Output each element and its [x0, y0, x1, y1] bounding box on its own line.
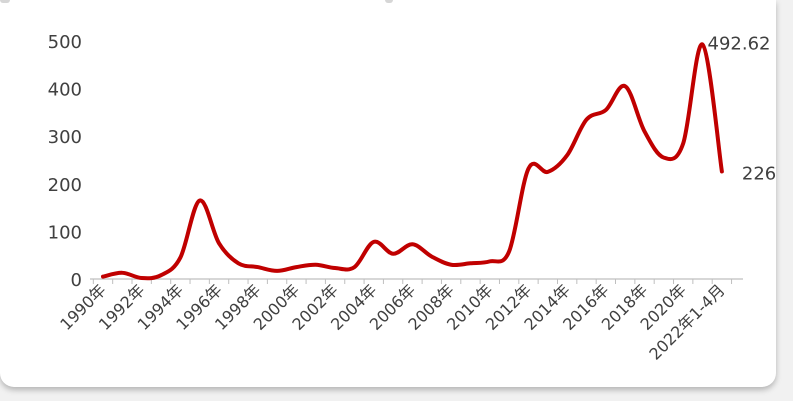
data-point: [507, 249, 511, 253]
data-point: [178, 256, 182, 260]
data-point: [585, 118, 589, 122]
data-point: [198, 198, 202, 202]
line-chart: 01002003004005001990年1992年1994年1996年1998…: [48, 32, 776, 364]
data-point: [120, 271, 124, 275]
data-point: [526, 167, 530, 171]
y-tick-label: 0: [71, 270, 82, 291]
data-point: [275, 269, 279, 273]
data-point: [314, 263, 318, 267]
y-tick-label: 500: [48, 32, 82, 53]
data-point: [410, 242, 414, 246]
data-point: [217, 241, 221, 245]
y-tick-label: 300: [48, 127, 82, 148]
data-point: [430, 255, 434, 259]
y-tick-label: 200: [48, 175, 82, 196]
data-point: [488, 259, 492, 263]
data-point: [468, 261, 472, 265]
data-point: [623, 84, 627, 88]
data-point: [546, 170, 550, 174]
card-edge-shadow: [0, 0, 10, 3]
data-point: [604, 108, 608, 112]
data-point: [140, 276, 144, 280]
data-point: [236, 261, 240, 265]
data-point: [333, 266, 337, 270]
data-point: [391, 252, 395, 256]
data-point: [720, 169, 724, 173]
data-point: [681, 141, 685, 145]
data-point: [256, 265, 260, 269]
data-label: 492.62: [708, 34, 771, 55]
series-line: [101, 42, 724, 281]
y-tick-label: 100: [48, 222, 82, 243]
data-point: [701, 43, 705, 47]
data-point: [565, 153, 569, 157]
data-label: 226: [742, 163, 776, 184]
data-point: [449, 263, 453, 267]
data-point: [662, 156, 666, 160]
data-point: [294, 265, 298, 269]
data-point: [643, 129, 647, 133]
data-point: [352, 265, 356, 269]
data-point: [101, 275, 105, 279]
chart-card: 0 100 200 300 400 500 1990年 1992年 1994年 1996年 1998…: [0, 0, 776, 387]
card-edge-shadow: [385, 0, 393, 3]
y-tick-label: 400: [48, 80, 82, 101]
data-point: [372, 240, 376, 244]
data-point: [159, 273, 163, 277]
